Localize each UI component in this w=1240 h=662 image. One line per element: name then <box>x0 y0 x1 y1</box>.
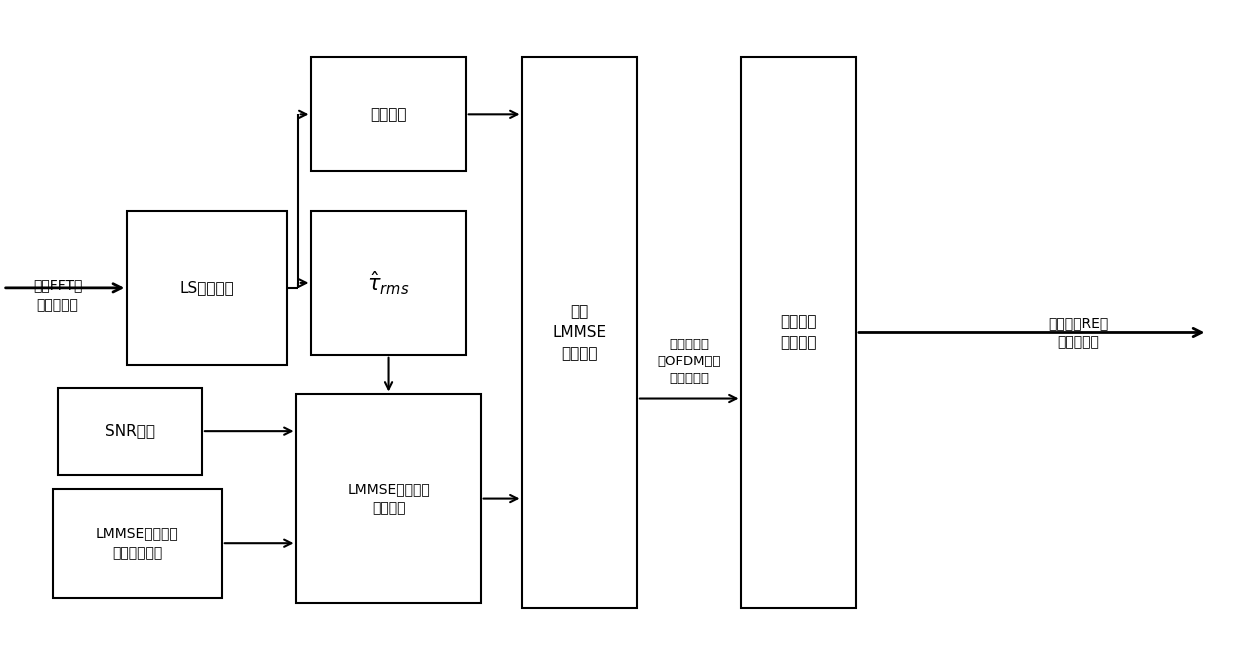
Text: 频域
LMMSE
滤波计算: 频域 LMMSE 滤波计算 <box>553 304 606 361</box>
Bar <box>311 58 466 171</box>
Text: 时域线性
插值计算: 时域线性 插值计算 <box>780 314 817 350</box>
Bar <box>742 58 856 608</box>
Text: LMMSE频域滤波
系数存储单元: LMMSE频域滤波 系数存储单元 <box>95 526 179 560</box>
Text: LS信道估计: LS信道估计 <box>180 281 234 295</box>
Text: 输出含导频
的OFDM符号
信道估计值: 输出含导频 的OFDM符号 信道估计值 <box>657 338 720 385</box>
Bar <box>52 489 222 598</box>
Bar <box>522 58 637 608</box>
Text: $\hat{\tau}_{rms}$: $\hat{\tau}_{rms}$ <box>367 269 409 297</box>
Bar <box>128 211 286 365</box>
Text: 输入FFT后
的接收信号: 输入FFT后 的接收信号 <box>32 279 82 312</box>
Text: 输出所有RE的
信道估计值: 输出所有RE的 信道估计值 <box>1048 316 1109 350</box>
Bar <box>296 395 481 602</box>
Text: 导频插值: 导频插值 <box>371 107 407 122</box>
Bar <box>57 387 202 475</box>
Text: SNR估计: SNR估计 <box>104 424 155 439</box>
Text: LMMSE频域滤波
系数选取: LMMSE频域滤波 系数选取 <box>347 482 430 515</box>
Bar <box>311 211 466 355</box>
